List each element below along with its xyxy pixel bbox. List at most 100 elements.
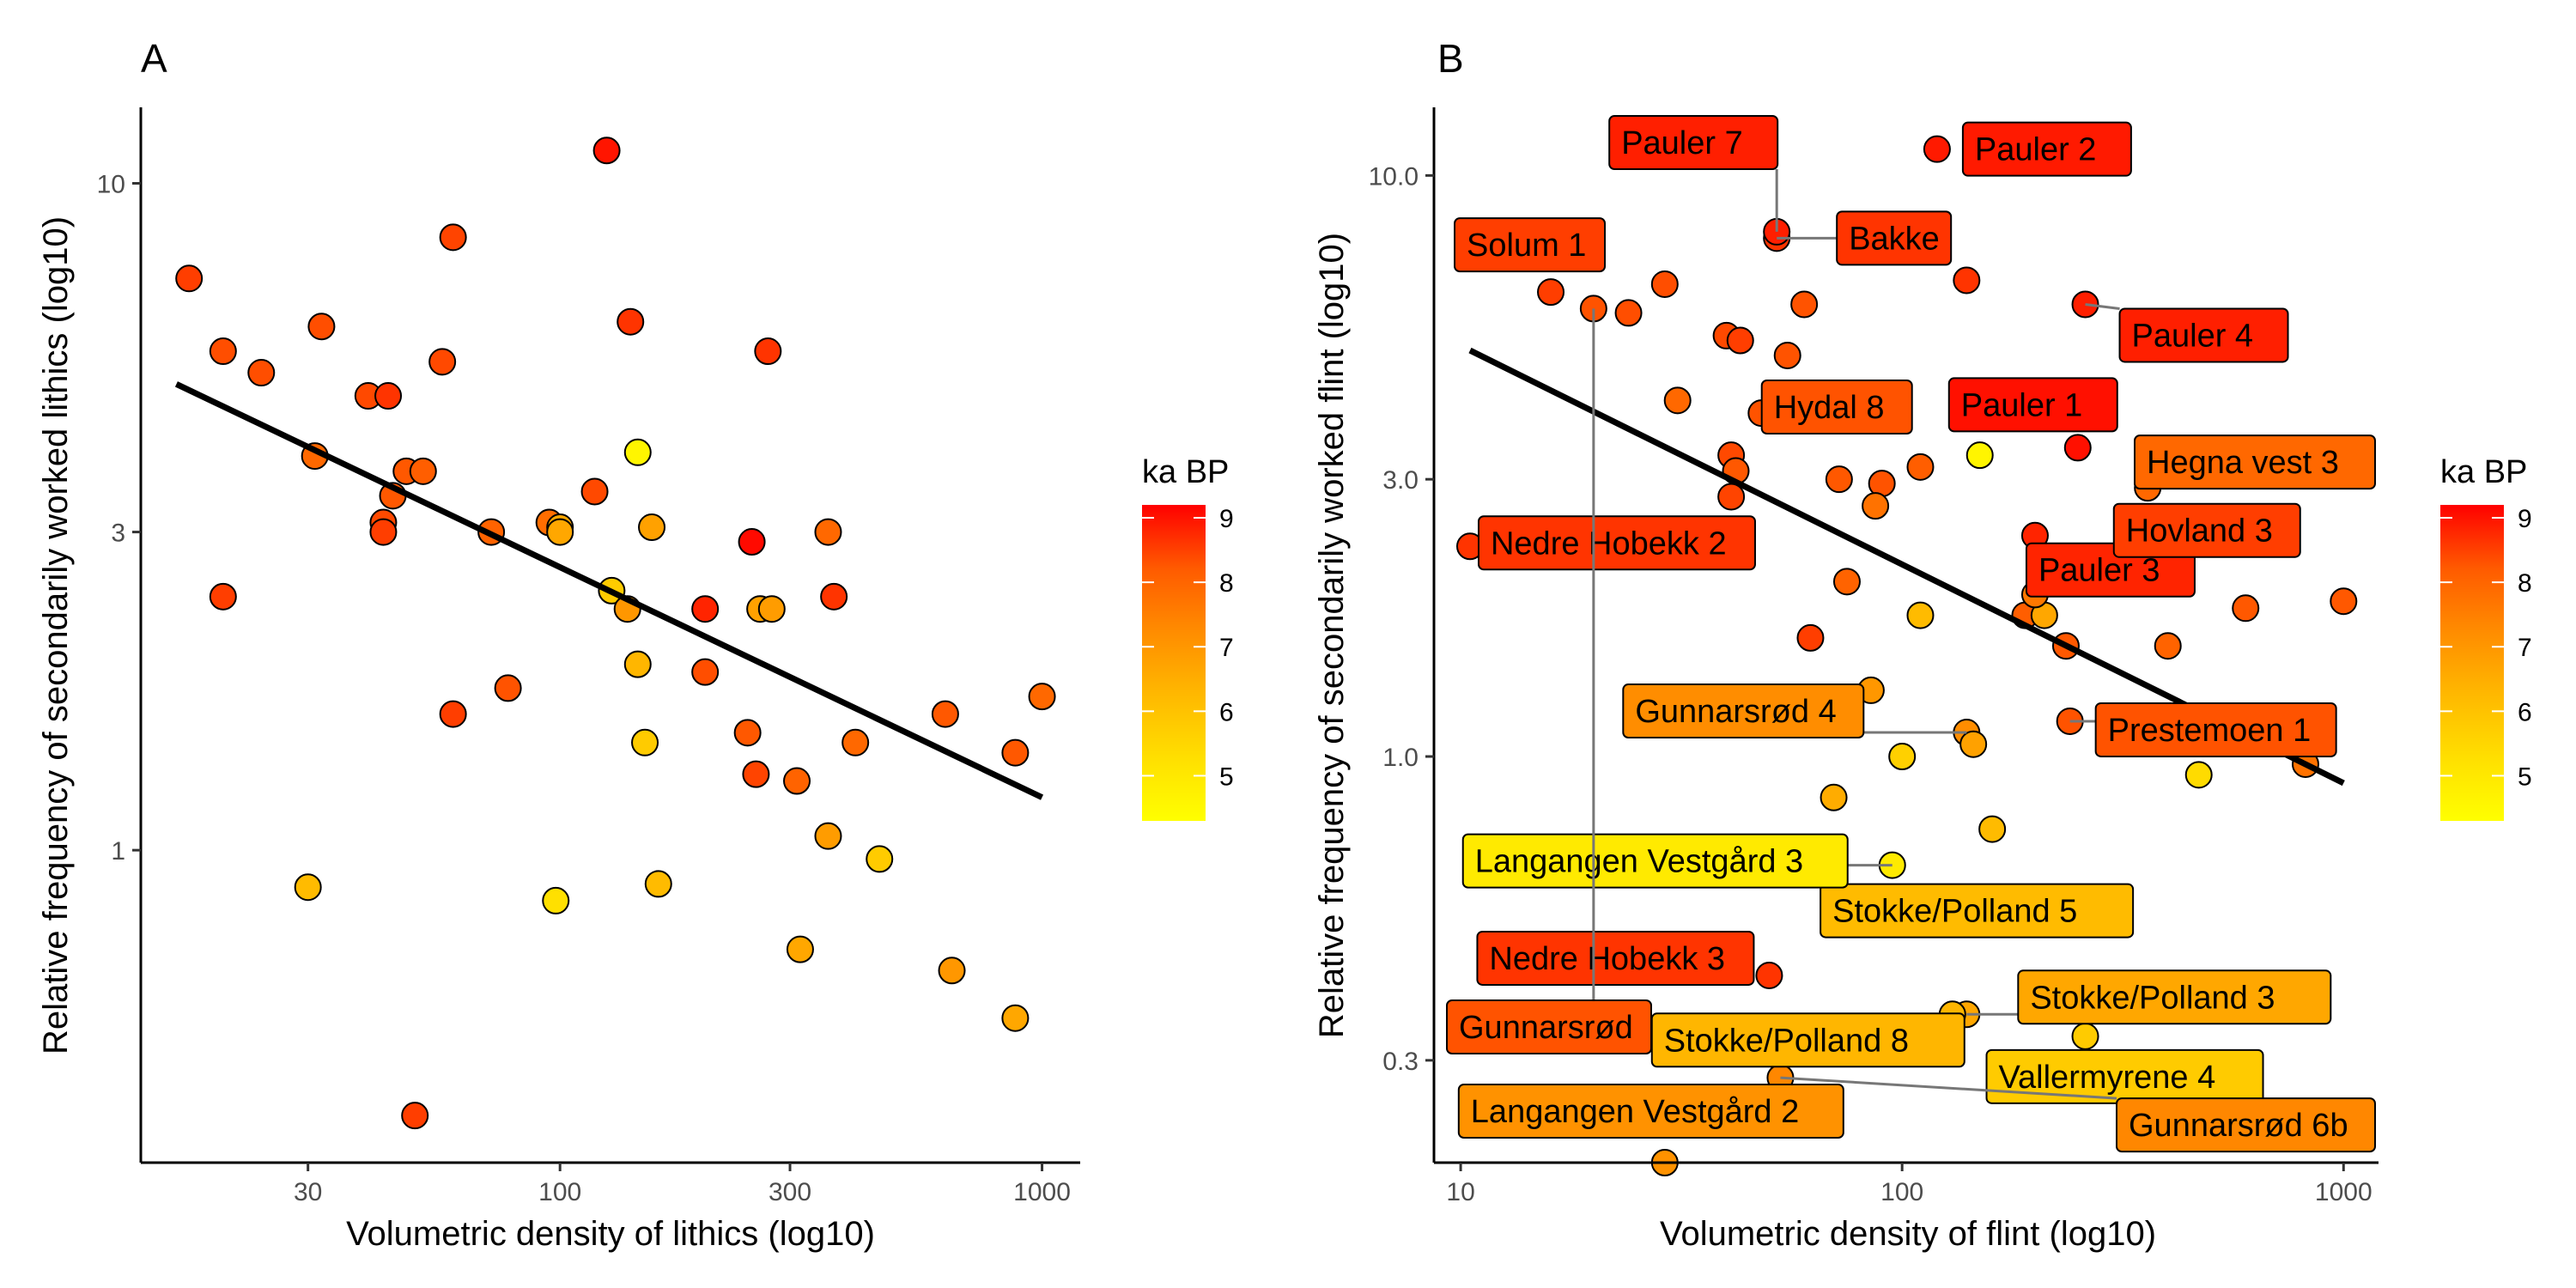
label-box xyxy=(2112,502,2301,558)
scatter-point xyxy=(2184,761,2213,789)
scatter-point xyxy=(2063,434,2092,462)
point-label: Langangen Vestgård 2 xyxy=(1457,1084,1844,1139)
scatter-point xyxy=(1820,783,1848,811)
point-label: Pauler 4 xyxy=(2085,302,2289,363)
panel-a-legend: ka BP 5 6 7 8 9 xyxy=(1142,454,1234,821)
scatter-point xyxy=(209,582,237,611)
scatter-point xyxy=(374,382,403,410)
label-box xyxy=(1454,217,1607,273)
scatter-point xyxy=(814,822,842,850)
label-text: Nedre Hobekk 2 xyxy=(1491,526,1727,562)
scatter-point xyxy=(938,957,966,985)
label-text: Pauler 1 xyxy=(1961,387,2083,423)
scatter-point xyxy=(1614,299,1643,327)
scatter-point xyxy=(1906,453,1935,481)
scatter-point xyxy=(1726,326,1754,355)
label-text: Stokke/Polland 3 xyxy=(2030,980,2275,1016)
scatter-point xyxy=(786,935,814,963)
panel-a-legend-colorbar xyxy=(1142,505,1206,821)
scatter-point xyxy=(2232,594,2260,623)
label-box xyxy=(2017,969,2332,1025)
scatter-point xyxy=(754,337,782,366)
label-text: Prestemoen 1 xyxy=(2108,713,2312,749)
scatter-point xyxy=(1862,492,1890,520)
panel-b: B Nedre Hobekk 2 Bakke Pauler 2 Pauler 4 Pau… xyxy=(1313,36,2379,1253)
scatter-point xyxy=(294,873,322,902)
label-text: Pauler 7 xyxy=(1621,125,1743,161)
panel-a-y-axis-title: Relative frequency of secondarily worked… xyxy=(37,216,75,1054)
label-text: Pauler 3 xyxy=(2038,553,2160,589)
scatter-point xyxy=(738,528,766,556)
scatter-point xyxy=(783,767,811,795)
scatter-point xyxy=(494,674,522,702)
scatter-point xyxy=(631,728,659,756)
point-label: Pauler 2 xyxy=(1961,121,2132,177)
scatter-point xyxy=(1953,266,1981,295)
label-text: Pauler 4 xyxy=(2132,318,2254,354)
scatter-point xyxy=(546,518,574,546)
scatter-point xyxy=(580,477,609,506)
scatter-point xyxy=(617,307,645,336)
label-box xyxy=(1760,379,1913,434)
label-text: Langangen Vestgård 3 xyxy=(1475,844,1803,880)
scatter-point xyxy=(439,223,467,252)
y-tick-label: 1.0 xyxy=(1382,744,1419,772)
scatter-point xyxy=(1796,623,1825,652)
label-text: Gunnarsrød xyxy=(1459,1010,1633,1046)
x-tick-label: 10 xyxy=(1446,1178,1474,1206)
scatter-point xyxy=(623,438,652,466)
scatter-point xyxy=(307,313,336,341)
legend-tick-label: 8 xyxy=(1219,569,1234,598)
point-label: Langangen Vestgård 3 xyxy=(1461,833,1893,889)
panel-a: A 30 100 300 1000 1 3 10 Volumetric density o… xyxy=(37,36,1080,1253)
label-text: Hovland 3 xyxy=(2126,513,2273,550)
label-box xyxy=(1446,999,1652,1054)
point-label: Vallermyrene 4 xyxy=(1985,1048,2264,1104)
panel-b-y-ticks: 0.3 1.0 3.0 10.0 xyxy=(1369,162,1434,1076)
scatter-point xyxy=(1978,815,2007,843)
scatter-point xyxy=(247,359,276,387)
scatter-point xyxy=(1755,961,1783,989)
point-label: Hegna vest 3 xyxy=(2134,434,2376,490)
label-box xyxy=(1457,1084,1844,1139)
scatter-point xyxy=(841,728,870,756)
point-label: Stokke/Polland 8 xyxy=(1650,1012,1965,1068)
legend-tick-label: 5 xyxy=(2518,762,2532,791)
scatter-point xyxy=(1965,441,1994,470)
x-tick-label: 30 xyxy=(294,1178,322,1206)
label-text: Stokke/Polland 8 xyxy=(1664,1023,1909,1059)
scatter-point xyxy=(401,1102,429,1130)
panel-a-x-axis-title: Volumetric density of lithics (log10) xyxy=(346,1215,875,1253)
panel-b-tag: B xyxy=(1437,36,1464,81)
scatter-point xyxy=(757,595,786,623)
scatter-point xyxy=(691,658,720,686)
panel-a-legend-title: ka BP xyxy=(1142,454,1229,490)
panel-a-y-ticks: 1 3 10 xyxy=(97,170,141,866)
label-box xyxy=(1461,833,1849,889)
scatter-point xyxy=(1001,738,1030,767)
label-box xyxy=(1608,115,1779,170)
regression-line xyxy=(174,381,1044,800)
scatter-point xyxy=(1028,683,1056,711)
point-label: Hovland 3 xyxy=(2112,502,2301,558)
scatter-point xyxy=(175,264,204,293)
point-label: Prestemoen 1 xyxy=(2069,702,2337,757)
point-label: Nedre Hobekk 2 xyxy=(1477,515,1756,571)
scatter-point xyxy=(638,513,666,542)
scatter-point xyxy=(814,518,842,546)
y-tick-label: 0.3 xyxy=(1382,1048,1419,1076)
scatter-point xyxy=(439,700,467,728)
label-box xyxy=(2134,434,2376,490)
label-box xyxy=(1820,883,2135,939)
panel-a-x-ticks: 30 100 300 1000 xyxy=(294,1163,1071,1206)
scatter-point xyxy=(691,595,720,623)
scatter-point xyxy=(820,582,848,611)
legend-tick-label: 6 xyxy=(2518,698,2532,726)
y-tick-label: 10.0 xyxy=(1369,162,1419,191)
scatter-point xyxy=(866,845,894,873)
point-label: Pauler 1 xyxy=(1947,377,2118,433)
scatter-point xyxy=(1825,465,1853,494)
panel-b-x-ticks: 10 100 1000 xyxy=(1446,1163,2372,1206)
scatter-point xyxy=(369,518,398,546)
